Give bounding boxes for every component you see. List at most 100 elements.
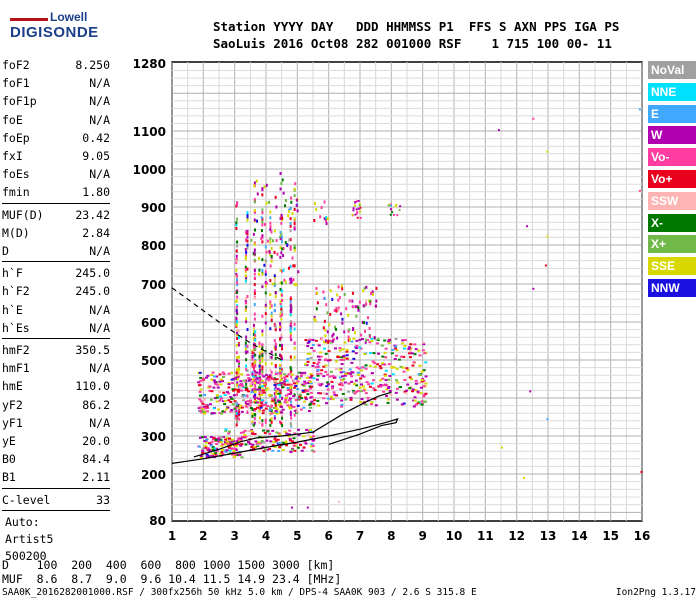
echo-point [253, 291, 256, 295]
logo-bar [10, 18, 48, 21]
echo-point [209, 436, 213, 439]
echo-point [264, 420, 267, 424]
echo-point [278, 433, 282, 436]
echo-point [270, 356, 273, 360]
echo-point [289, 385, 293, 388]
echo-point [303, 390, 307, 393]
echo-point [219, 395, 223, 398]
echo-point [272, 239, 275, 243]
echo-point [211, 371, 215, 374]
echo-point [366, 339, 370, 342]
echo-point [291, 211, 294, 215]
param-row: C-level 33 [2, 491, 110, 509]
echo-point [280, 405, 284, 408]
echo-point [261, 211, 264, 215]
echo-point [211, 446, 215, 449]
echo-point [252, 346, 255, 350]
echo-point [335, 307, 338, 311]
echo-point [416, 390, 420, 393]
echo-point [290, 196, 293, 200]
echo-point [281, 313, 284, 317]
echo-point [261, 365, 264, 369]
echo-point [210, 440, 214, 443]
param-row: yF1 N/A [2, 414, 110, 432]
echo-point [200, 436, 204, 439]
echo-point [255, 179, 258, 183]
echo-point [214, 439, 218, 442]
echo-point [217, 436, 221, 439]
echo-point [252, 368, 255, 372]
echo-point [298, 443, 302, 446]
echo-point [307, 410, 311, 413]
echo-point [273, 308, 276, 312]
echo-point [306, 357, 310, 360]
param-row: hmE 110.0 [2, 377, 110, 395]
param-label: B0 [2, 452, 16, 467]
echo-point [269, 253, 272, 257]
echo-point [237, 371, 240, 375]
echo-point [269, 440, 273, 443]
echo-point [212, 386, 216, 389]
echo-point [327, 383, 331, 386]
echo-point [330, 387, 334, 390]
echo-point [218, 452, 222, 455]
echo-point [421, 349, 425, 352]
echo-point [316, 363, 320, 366]
echo-point [251, 408, 254, 412]
echo-point [293, 244, 296, 248]
echo-point [245, 382, 248, 386]
param-separator [2, 509, 110, 511]
param-row: h`E N/A [2, 301, 110, 319]
y-tick-label: 80 [149, 514, 166, 528]
echo-point [253, 390, 257, 393]
echo-point [235, 299, 238, 303]
echo-point [391, 348, 395, 351]
echo-point [220, 451, 224, 454]
echo-point [369, 351, 373, 354]
param-label: yF2 [2, 397, 23, 412]
echo-point [261, 329, 264, 333]
param-separator [2, 261, 110, 263]
echo-point [222, 373, 226, 376]
echo-point [264, 401, 268, 404]
echo-point [281, 293, 284, 297]
legend-item: X- [648, 213, 696, 232]
echo-point [288, 238, 291, 242]
echo-point [303, 400, 307, 403]
echo-point [345, 307, 348, 311]
echo-point [274, 401, 277, 405]
echo-point [418, 374, 422, 377]
echo-point [236, 320, 239, 324]
echo-point-outlier [532, 117, 535, 120]
echo-point [262, 381, 266, 384]
echo-point [280, 233, 283, 237]
echo-point [241, 386, 245, 389]
echo-point [391, 211, 394, 214]
param-value: 20.0 [82, 434, 110, 448]
echo-point [384, 347, 388, 350]
echo-point [277, 392, 281, 395]
echo-point [387, 339, 391, 342]
param-label: hmF2 [2, 343, 30, 357]
echo-point [354, 347, 358, 350]
echo-point [366, 316, 369, 320]
echo-point [227, 372, 231, 375]
echo-point [266, 430, 270, 433]
echo-point [273, 278, 276, 282]
echo-point [269, 240, 272, 244]
param-label: C-level [2, 492, 51, 507]
y-tick-label: 300 [141, 430, 166, 444]
echo-point [313, 317, 316, 321]
echo-point [274, 404, 277, 408]
echo-point [404, 389, 408, 392]
echo-point [215, 447, 219, 450]
echo-point [326, 311, 329, 315]
echo-point [282, 191, 285, 195]
echo-point [265, 250, 268, 254]
echo-point [357, 207, 360, 210]
echo-point [367, 383, 371, 386]
echo-point [288, 392, 292, 395]
echo-point [254, 399, 258, 402]
echo-point [270, 412, 274, 415]
param-row: foF1 N/A [2, 74, 110, 92]
